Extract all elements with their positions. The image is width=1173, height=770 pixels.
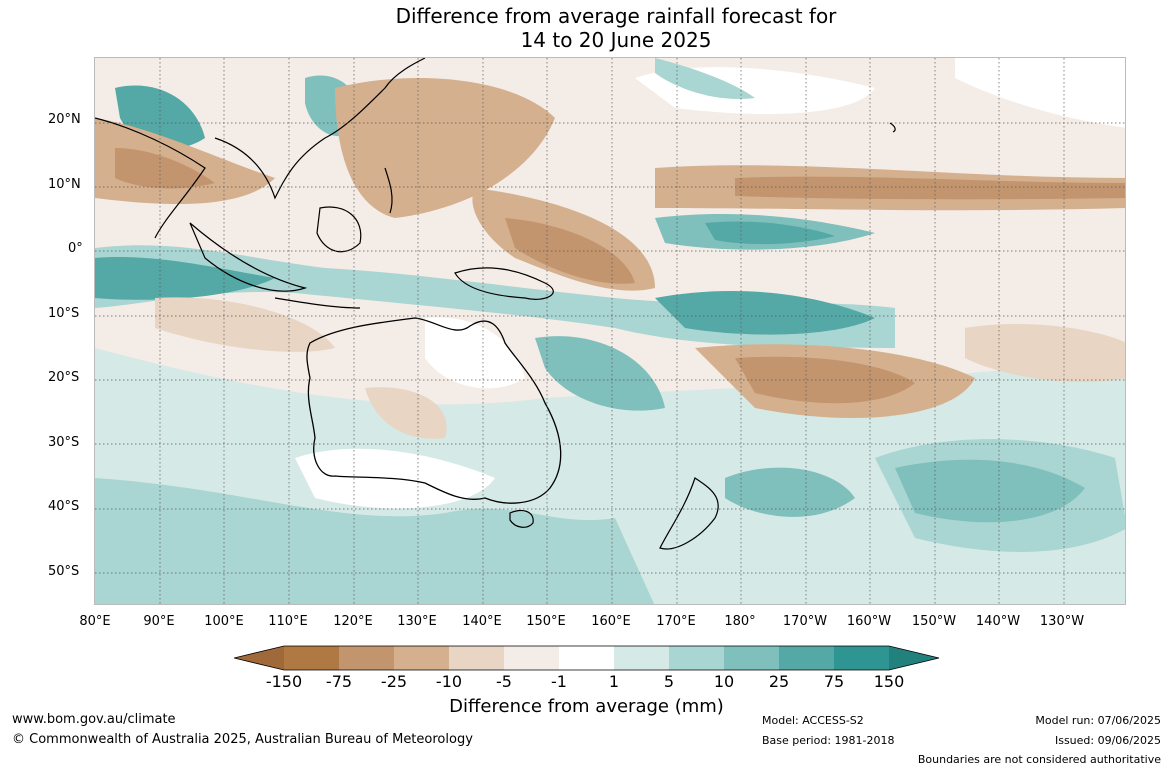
indian-ocean-dry-area [155, 297, 335, 352]
lon-label-100e: 100°E [204, 614, 244, 629]
colorbar-tick-8: 10 [713, 672, 735, 691]
hawaii-outline [889, 122, 896, 133]
lon-label-130w: 130°W [1039, 614, 1085, 629]
lat-label-30s: 30°S [48, 435, 80, 450]
colorbar-outline [234, 645, 940, 671]
colorbar-swatch-11 [834, 646, 889, 670]
borneo-outline [316, 206, 362, 253]
colorbar-tick-3: -10 [435, 672, 463, 691]
title-line-2: 14 to 20 June 2025 [520, 28, 712, 52]
colorbar-swatch-above [889, 646, 939, 670]
footer-copyright: © Commonwealth of Australia 2025, Austra… [12, 732, 473, 747]
map-svg [95, 58, 1125, 604]
sumatra-outline [189, 222, 308, 292]
lon-label-150w: 150°W [911, 614, 957, 629]
indian-ocean-wet-core [95, 257, 275, 300]
colorbar-swatch-9 [724, 646, 779, 670]
lat-label-10s: 10°S [48, 306, 80, 321]
colorbar-swatch-7 [614, 646, 669, 670]
colorbar-swatch-5 [504, 646, 559, 670]
colorbar-swatch-2 [339, 646, 394, 670]
colorbar-tick-10: 75 [823, 672, 845, 691]
lon-label-150e: 150°E [526, 614, 566, 629]
lat-label-10n: 10°N [48, 177, 81, 192]
lon-label-170e: 170°E [656, 614, 696, 629]
lat-label-40s: 40°S [48, 499, 80, 514]
southeast-pacific-dry-area [965, 324, 1125, 382]
lon-label-180: 180° [724, 614, 756, 629]
rainfall-map [94, 57, 1126, 605]
colorbar-tick-9: 25 [768, 672, 790, 691]
lat-label-20n: 20°N [48, 112, 81, 127]
colorbar-tick-1: -75 [325, 672, 353, 691]
colorbar [234, 645, 940, 671]
colorbar-swatch-4 [449, 646, 504, 670]
india-dry-core [115, 148, 215, 189]
colorbar-swatch-3 [394, 646, 449, 670]
india-coast [95, 117, 206, 239]
colorbar-tick-11: 150 [873, 672, 905, 691]
footer-website: www.bom.gov.au/climate [12, 712, 176, 727]
lon-label-130e: 130°E [397, 614, 437, 629]
lat-label-50s: 50°S [48, 564, 80, 579]
colorbar-swatch-8 [669, 646, 724, 670]
lon-label-140e: 140°E [462, 614, 502, 629]
north-equatorial-wet-core [705, 221, 835, 245]
colorbar-tick-7: 5 [663, 672, 675, 691]
southeast-asia-coast [214, 58, 426, 200]
footer-model-run: Model run: 07/06/2025 [1035, 714, 1161, 727]
new-guinea-outline [454, 267, 554, 300]
tasman-wet-area [725, 467, 855, 517]
itcz-dry-core [735, 176, 1125, 200]
lon-label-120e: 120°E [333, 614, 373, 629]
colorbar-swatch-10 [779, 646, 834, 670]
title-line-1: Difference from average rainfall forecas… [395, 4, 837, 28]
colorbar-tick-6: 1 [608, 672, 620, 691]
new-zealand-outline [659, 477, 719, 550]
lon-label-110e: 110°E [268, 614, 308, 629]
colorbar-label: Difference from average (mm) [449, 696, 724, 717]
lat-label-0: 0° [68, 241, 83, 256]
colorbar-tick-2: -25 [380, 672, 408, 691]
queensland-wet-area [535, 336, 665, 411]
near-average-australia [425, 317, 525, 389]
colorbar-tick-5: -1 [551, 672, 567, 691]
south-pacific-wet-core [895, 459, 1085, 523]
colorbar-tick-4: -5 [496, 672, 512, 691]
lat-label-20s: 20°S [48, 370, 80, 385]
near-average-northeast [955, 58, 1125, 128]
lon-label-140w: 140°W [975, 614, 1021, 629]
lon-label-160w: 160°W [846, 614, 892, 629]
philippines-outline [384, 167, 393, 214]
colorbar-tick-0: -150 [265, 672, 303, 691]
graticule [95, 58, 1125, 604]
footer-base-period: Base period: 1981-2018 [762, 734, 895, 747]
footer-disclaimer: Boundaries are not considered authoritat… [917, 753, 1161, 766]
colorbar-swatch-below [234, 646, 284, 670]
southern-wet-band-2 [95, 478, 655, 604]
lon-label-80e: 80°E [79, 614, 111, 629]
lon-label-90e: 90°E [143, 614, 175, 629]
colorbar-swatch-1 [284, 646, 339, 670]
lon-label-170w: 170°W [782, 614, 828, 629]
lon-label-160e: 160°E [591, 614, 631, 629]
colorbar-swatch-6 [559, 646, 614, 670]
fiji-dry-core [735, 356, 915, 404]
australia-outline [306, 317, 562, 504]
new-guinea-dry-core [505, 218, 635, 284]
footer-issued: Issued: 09/06/2025 [1054, 734, 1161, 747]
tasmania-outline [509, 509, 534, 528]
north-pacific-wet-area [655, 58, 755, 99]
footer-model: Model: ACCESS-S2 [762, 714, 864, 727]
coral-sea-wet-core [655, 290, 875, 335]
java-outline [274, 297, 361, 309]
map-title: Difference from average rainfall forecas… [0, 4, 1173, 52]
western-australia-dry-area [365, 387, 447, 439]
